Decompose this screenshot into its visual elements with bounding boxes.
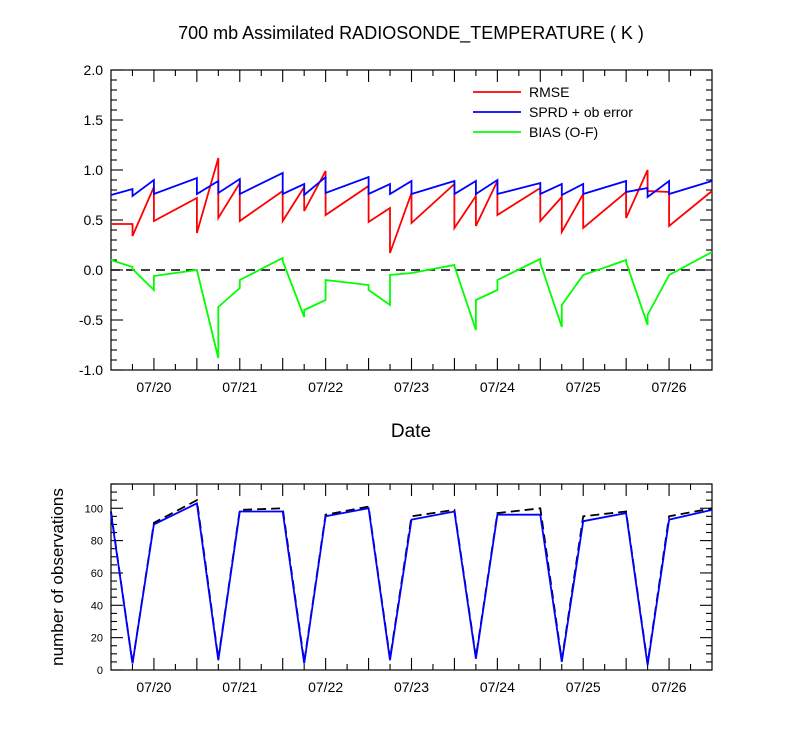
- y-tick-label: -1.0: [79, 362, 103, 378]
- x-tick-label: 07/22: [308, 679, 343, 695]
- x-tick-label: 07/23: [394, 679, 429, 695]
- chart-title: 700 mb Assimilated RADIOSONDE_TEMPERATUR…: [178, 23, 644, 44]
- y-tick-label: 1.5: [84, 112, 104, 128]
- x-tick-label: 07/24: [480, 679, 515, 695]
- x-tick-label: 07/21: [222, 679, 257, 695]
- x-tick-label: 07/23: [394, 379, 429, 395]
- x-tick-label: 07/25: [566, 379, 601, 395]
- y-tick-label: 20: [91, 633, 103, 645]
- series-line-sprd-ob-error: [110, 171, 713, 199]
- y-tick-label: 40: [91, 600, 103, 612]
- x-tick-label: 07/24: [480, 379, 515, 395]
- y-tick-label: 2.0: [84, 62, 104, 78]
- series-line-bias-o-f: [110, 251, 713, 359]
- series-line-obs-used: [110, 502, 713, 666]
- y-tick-label: 1.0: [84, 162, 104, 178]
- y-tick-label: 100: [85, 503, 103, 515]
- bottom-panel: 07/20 07/21 07/22 07/23 07/24 07/25 07/26 0 20 40…: [85, 483, 713, 695]
- legend-label: BIAS (O-F): [529, 124, 598, 140]
- y-tick-label: 0.5: [84, 212, 104, 228]
- x-tick-label: 07/21: [222, 379, 257, 395]
- x-tick-label: 07/26: [652, 679, 687, 695]
- legend-label: RMSE: [529, 84, 569, 100]
- y-tick-label: 0: [97, 665, 103, 677]
- x-tick-label: 07/22: [308, 379, 343, 395]
- y-tick-label: 60: [91, 568, 103, 580]
- x-tick-label: 07/20: [136, 679, 171, 695]
- y-tick-label: -0.5: [79, 312, 103, 328]
- y-axis-label-obs: number of observations: [48, 488, 67, 666]
- x-axis-label: Date: [391, 421, 431, 442]
- x-tick-label: 07/26: [652, 379, 687, 395]
- top-panel: 07/20 07/21 07/22 07/23 07/24 07/25 07/26 -1.0 -…: [79, 62, 713, 395]
- legend-label: SPRD + ob error: [529, 104, 633, 120]
- y-tick-label: 80: [91, 536, 103, 548]
- y-tick-label: 0.0: [84, 262, 104, 278]
- x-tick-label: 07/25: [566, 679, 601, 695]
- series-line-rmse: [111, 157, 713, 254]
- x-tick-label: 07/20: [136, 379, 171, 395]
